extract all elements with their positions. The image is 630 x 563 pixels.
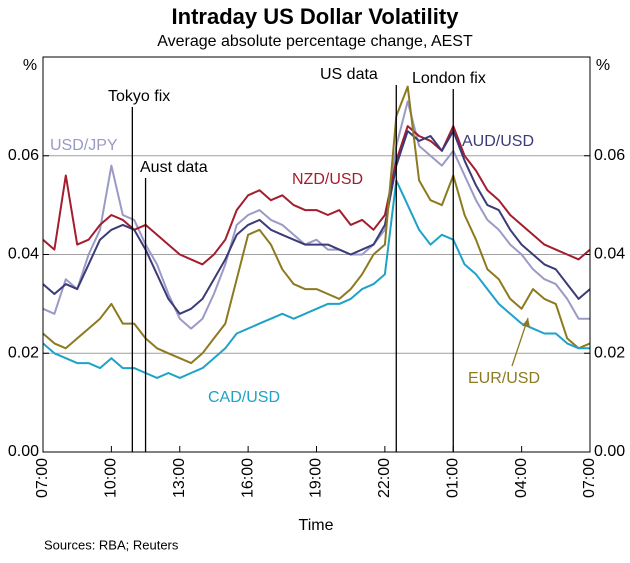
y-tick-label: 0.04 [8, 246, 39, 263]
x-tick-label: 19:00 [308, 458, 325, 498]
series-line [42, 130, 591, 315]
y-unit-right: % [596, 57, 610, 74]
x-tick-label: 04:00 [513, 458, 530, 498]
series-line [42, 100, 590, 330]
series-line [42, 179, 590, 379]
y-tick-label-right: 0.02 [594, 344, 625, 361]
chart-title: Intraday US Dollar Volatility [172, 4, 460, 29]
event-label: London fix [412, 70, 486, 87]
y-tick-label: 0.02 [8, 344, 39, 361]
source: Sources: RBA; Reuters [44, 537, 179, 552]
series-line [42, 85, 591, 365]
y-tick-label-right: 0.04 [594, 246, 625, 263]
legend-label: AUD/USD [462, 133, 534, 150]
x-tick-label: 07:00 [34, 458, 51, 498]
y-tick-label: 0.06 [8, 147, 39, 164]
event-label: Tokyo fix [108, 88, 170, 105]
chart-subtitle: Average absolute percentage change, AEST [157, 33, 473, 50]
event-label: US data [320, 66, 378, 83]
legend-label: EUR/USD [468, 370, 540, 387]
legend-label: NZD/USD [292, 171, 363, 188]
x-tick-label: 10:00 [103, 458, 120, 498]
x-axis-title: Time [299, 517, 334, 534]
y-tick-label-right: 0.06 [594, 147, 625, 164]
x-tick-label: 13:00 [171, 458, 188, 498]
plot-frame [42, 56, 591, 453]
x-tick-label: 01:00 [444, 458, 461, 498]
legend-label: CAD/USD [208, 389, 280, 406]
event-label: Aust data [140, 159, 208, 176]
legend-label: USD/JPY [50, 137, 118, 154]
x-tick-label: 16:00 [239, 458, 256, 498]
x-tick-label: 07:00 [581, 458, 598, 498]
legend-pointer-head [522, 318, 530, 327]
y-tick-label-right: 0.00 [594, 443, 625, 460]
y-unit-left: % [23, 57, 37, 74]
y-tick-label: 0.00 [8, 443, 39, 460]
x-tick-label: 22:00 [376, 458, 393, 498]
